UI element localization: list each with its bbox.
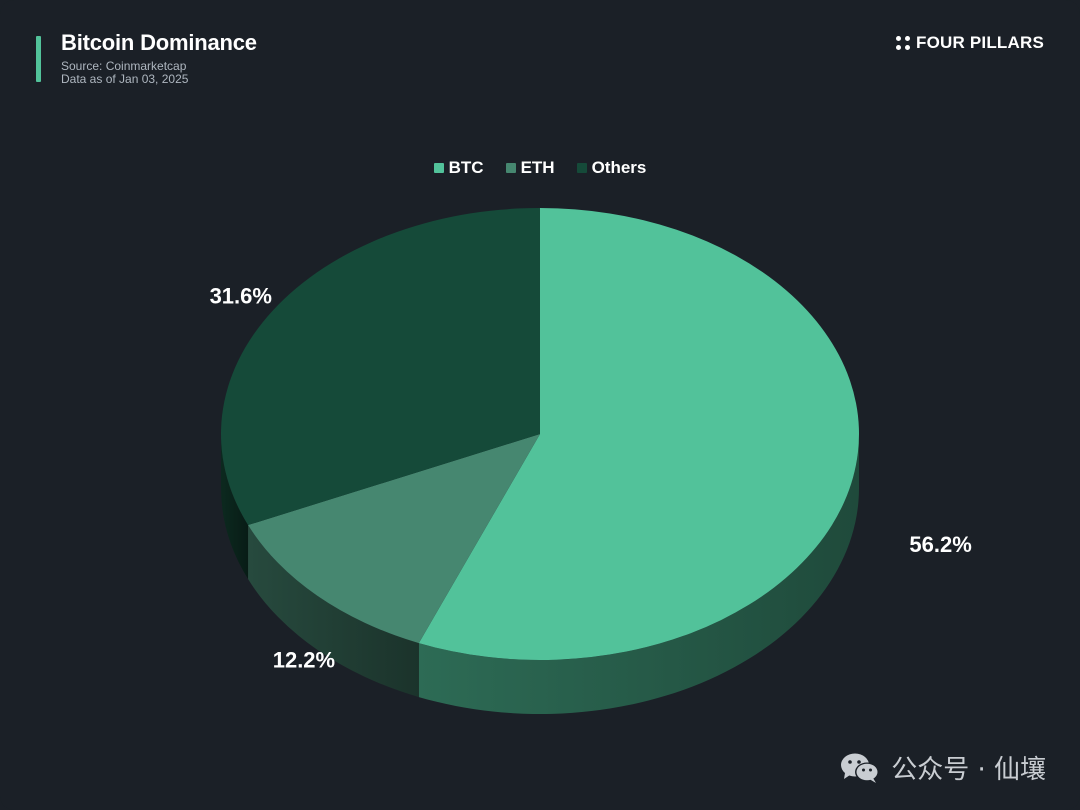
legend-label-eth: ETH [520,158,555,177]
watermark-text: 公众号 · 仙壤 [891,755,1046,785]
pie-slice-others [221,208,541,526]
pie-top-faces [221,208,860,661]
legend-label-others: Others [591,158,647,177]
watermark: 公众号 · 仙壤 [839,749,1046,786]
date-note: Data as of Jan 03, 2025 [61,72,189,86]
pie-side-btc [418,434,859,714]
chart-legend: BTC ETH Others [0,158,1080,178]
title-accent-bar [36,36,41,82]
pie-side-others [221,434,249,580]
data-label-eth: 12.2% [273,648,335,673]
data-label-others: 31.6% [210,284,272,309]
legend-swatch-eth [505,163,516,173]
brand-logo: FOUR PILLARS [895,33,1044,53]
source-note: Source: Coinmarketcap [61,59,187,73]
pie-slice-btc [418,208,860,661]
brand-name: FOUR PILLARS [915,33,1044,52]
pie-data-labels: 56.2% 12.2% 31.6% [210,284,972,673]
pie-side-walls [221,434,859,714]
data-label-btc: 56.2% [909,532,971,557]
chart-title: Bitcoin Dominance [61,30,257,55]
legend-item-others: Others [576,158,647,178]
legend-item-eth: ETH [505,158,555,178]
pie-slice-eth [248,434,540,644]
legend-label-btc: BTC [448,158,484,177]
legend-swatch-btc [433,163,444,173]
four-dots-icon [895,36,910,50]
pie-side-eth [248,525,419,698]
wechat-icon [841,753,880,783]
legend-swatch-others [576,163,587,173]
legend-item-btc: BTC [433,158,484,178]
